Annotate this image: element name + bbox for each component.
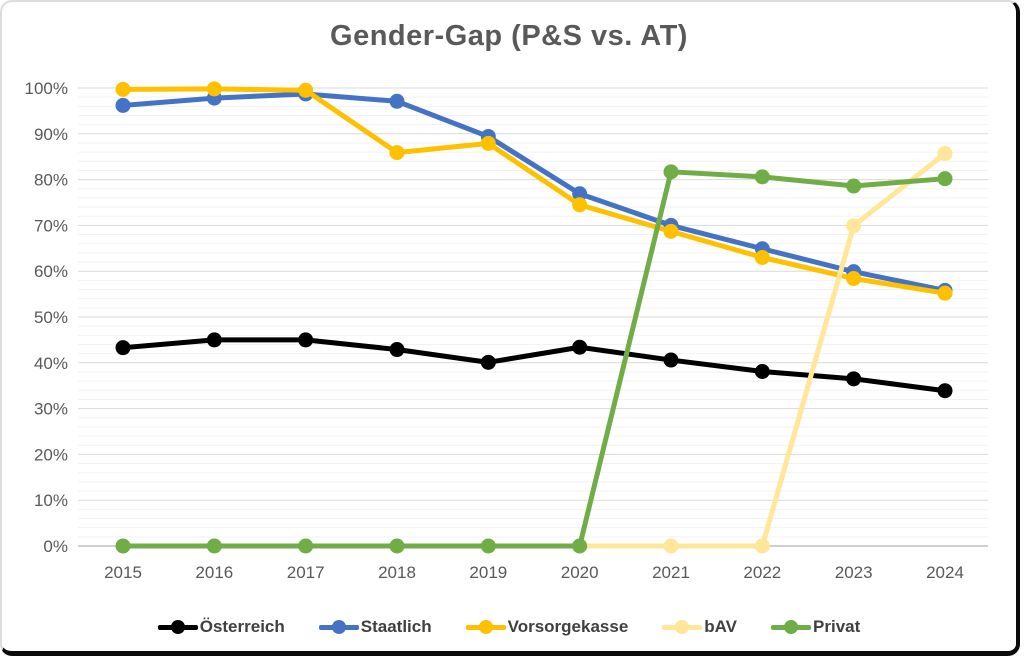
data-point-staatlich-2015 [115,97,131,113]
legend-label-privat: Privat [813,617,861,636]
x-axis-tick-label: 2019 [469,563,507,582]
y-axis-tick-label: 100% [25,79,68,98]
x-axis-tick-label: 2020 [561,563,599,582]
data-point-privat-2023 [846,178,862,194]
legend-item-österreich: Österreich [157,617,285,637]
legend-label-österreich: Österreich [199,617,285,636]
y-axis-tick-label: 80% [34,171,68,190]
data-point-österreich-2016 [206,332,222,348]
legend-dot-bav [675,620,690,634]
data-point-privat-2018 [389,538,405,554]
y-axis-tick-label: 10% [34,491,68,510]
x-axis-tick-label: 2018 [378,563,416,582]
data-point-staatlich-2018 [389,93,405,109]
legend-marker-bav [662,620,703,634]
data-point-österreich-2022 [754,364,770,380]
legend-dot-privat [784,620,799,634]
legend-label-vorsorgekasse: Vorsorgekasse [507,617,629,636]
line-chart-canvas: 0% 10% 20% 30% 40% 50% 60% 70% 80% 90% 100% 2015 201… [25,79,988,582]
legend-label-staatlich: Staatlich [360,617,432,636]
legend-marker-privat [771,620,812,634]
data-point-vorsorgekasse-2017 [298,82,314,98]
legend-marker-vorsorgekasse [465,620,506,634]
y-axis-tick-label: 60% [34,262,68,281]
data-point-österreich-2020 [572,339,588,355]
data-point-bav-2024 [937,145,953,161]
data-point-vorsorgekasse-2024 [937,285,953,301]
data-point-privat-2022 [754,169,770,185]
series-line-österreich [120,337,948,394]
data-point-vorsorgekasse-2018 [389,145,405,161]
data-point-privat-2021 [663,164,679,180]
y-axis-tick-label: 30% [34,400,68,419]
y-axis-tick-label: 70% [34,216,68,235]
data-point-österreich-2017 [298,332,314,348]
data-point-vorsorgekasse-2021 [663,223,679,239]
data-point-österreich-2015 [115,340,131,356]
legend-item-staatlich: Staatlich [318,617,432,637]
series-line-staatlich [120,91,948,293]
data-point-privat-2020 [572,538,588,554]
chart-title: Gender-Gap (P&S vs. AT) [330,20,688,52]
data-point-vorsorgekasse-2022 [754,249,770,265]
legend-label-bav: bAV [704,617,738,636]
data-point-vorsorgekasse-2015 [115,81,131,97]
data-point-österreich-2019 [480,354,496,370]
data-point-österreich-2024 [937,383,953,399]
chart-legend: Österreich Staatlich Vorsorgekasse bAV Priva… [2,617,1016,637]
x-axis-tick-label: 2016 [195,563,233,582]
legend-item-bav: bAV [662,617,737,637]
x-axis-tick-label: 2015 [104,563,142,582]
data-point-privat-2017 [298,538,314,554]
series-line-vorsorgekasse [120,86,948,296]
series-line-privat [120,169,948,549]
data-point-privat-2019 [480,538,496,554]
legend-dot-staatlich [331,620,346,634]
data-point-staatlich-2020 [572,186,588,202]
data-point-vorsorgekasse-2023 [846,271,862,287]
data-point-privat-2015 [115,538,131,554]
data-point-privat-2016 [206,538,222,554]
x-axis-tick-label: 2024 [926,563,964,582]
x-axis-tick-label: 2017 [287,563,325,582]
data-point-vorsorgekasse-2019 [480,135,496,151]
legend-marker-österreich [157,620,198,634]
y-axis-tick-label: 0% [43,537,68,556]
legend-item-vorsorgekasse: Vorsorgekasse [465,617,629,637]
data-point-vorsorgekasse-2020 [572,197,588,213]
legend-dot-österreich [170,620,185,634]
data-point-bav-2021 [663,538,679,554]
series-line-bav [120,150,948,549]
legend-item-privat: Privat [771,617,860,637]
y-axis-tick-label: 40% [34,354,68,373]
data-point-österreich-2021 [663,352,679,368]
x-axis-tick-label: 2023 [835,563,873,582]
legend-marker-staatlich [318,620,359,634]
y-axis-tick-label: 90% [34,125,68,144]
y-axis-tick-label: 20% [34,445,68,464]
x-axis-tick-label: 2022 [743,563,781,582]
legend-dot-vorsorgekasse [478,620,493,634]
data-point-vorsorgekasse-2016 [206,81,222,97]
data-point-österreich-2018 [389,342,405,358]
data-point-österreich-2023 [846,371,862,387]
x-axis-tick-label: 2021 [652,563,690,582]
data-point-bav-2022 [754,538,770,554]
data-point-privat-2024 [937,171,953,187]
y-axis-tick-label: 50% [34,308,68,327]
data-point-bav-2023 [846,218,862,234]
